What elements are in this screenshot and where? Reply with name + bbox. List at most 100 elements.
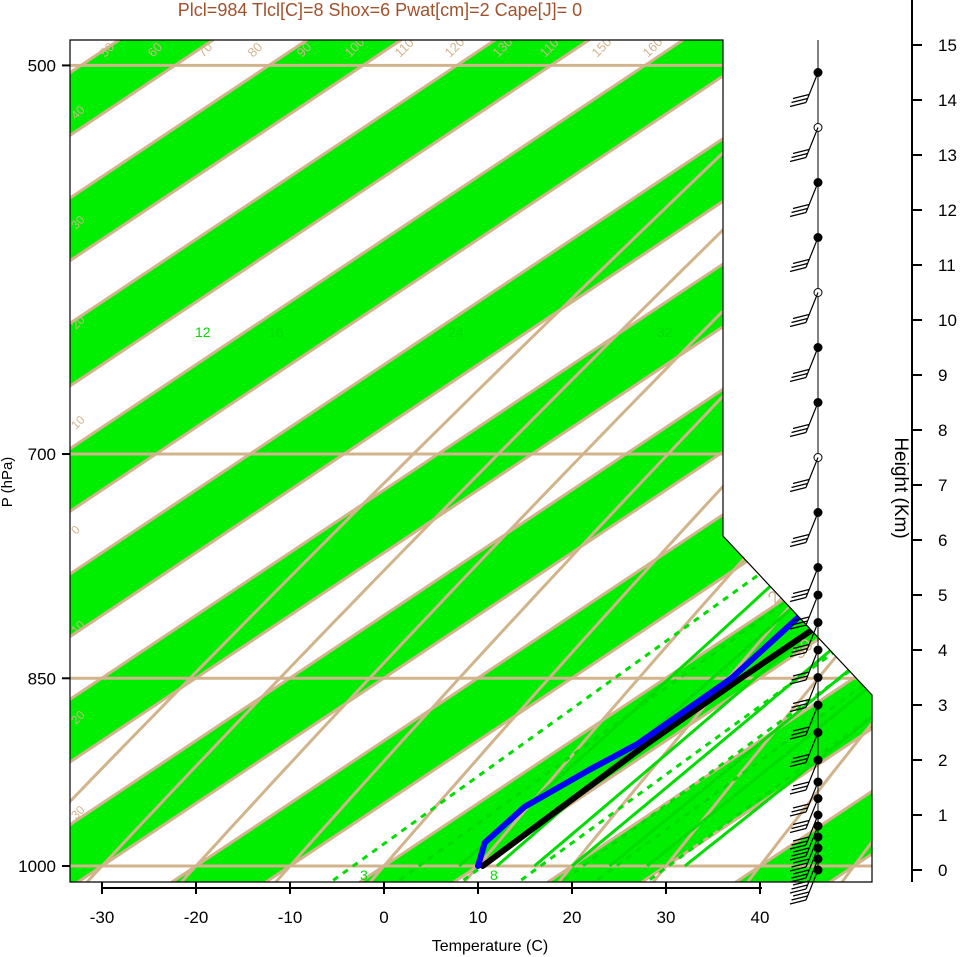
wind-barb-feather [792, 643, 810, 650]
dewpoint-line [475, 40, 872, 869]
wind-barb-feather [789, 827, 807, 834]
moist-adiabats [458, 40, 872, 868]
wind-barb-feather [792, 533, 810, 540]
wind-barb-staff [805, 858, 819, 890]
height-tick-label: 6 [938, 531, 947, 550]
wind-barb-feather [792, 203, 810, 210]
wind-barb-staff [805, 402, 819, 433]
isotherm-band [70, 40, 872, 882]
wind-barb-staff [805, 292, 819, 323]
wind-barb-feather [791, 207, 808, 214]
height-tick-label: 7 [938, 476, 947, 495]
temperature-tick-label: 20 [563, 908, 582, 927]
wind-barb-feather [791, 427, 808, 434]
wind-barb-feather [789, 679, 807, 685]
moist-adiabat [646, 40, 872, 868]
x-axis-label: Temperature (C) [432, 938, 548, 955]
wind-barb-feather [791, 840, 808, 846]
wind-barb-staff [805, 512, 819, 543]
moist-adiabat [495, 40, 872, 868]
wind-barb-staff [805, 72, 819, 103]
temperature-tick-label: 30 [657, 908, 676, 927]
wind-barb-staff [805, 732, 819, 763]
temperature-tick-label: -10 [278, 908, 303, 927]
height-tick-label: 13 [938, 146, 957, 165]
wind-barb-feather [789, 211, 807, 218]
temperature-axis: -30 -20 -10 0 10 20 30 40 [90, 882, 769, 927]
wind-barb-staff [805, 847, 819, 879]
wind-barb-staff [805, 677, 819, 708]
wind-barb-feather [792, 313, 810, 320]
wind-barb-feather [791, 807, 808, 813]
dry-adiabat [908, 0, 961, 922]
wind-barb-feather [791, 862, 808, 868]
adiabat-label: 120 [442, 34, 468, 60]
wind-barb-feather [791, 730, 808, 736]
wind-barb-feather [789, 486, 807, 493]
wind-barb-feather [792, 753, 810, 760]
wind-barb-feather [789, 899, 807, 905]
mixing-ratio-label: 32 [657, 324, 673, 340]
wind-barb-feather [789, 101, 807, 108]
wind-barb-feather [791, 317, 808, 324]
moist-adiabat [533, 40, 872, 868]
dry-adiabat [70, 40, 872, 882]
wind-barb-feather [792, 891, 810, 897]
wind-barb-staff [805, 622, 819, 653]
pressure-axis: 1001502002503004005007008501000 [18, 56, 70, 876]
mixing-ratio-label: 12 [195, 324, 211, 340]
wind-barb-staff [805, 567, 819, 598]
wind-barb-feather [792, 93, 810, 100]
wind-barb-staff [805, 759, 819, 791]
height-tick-label: 3 [938, 696, 947, 715]
dry-adiabat [810, 40, 872, 882]
wind-barb-feather [791, 592, 808, 599]
wind-barb-feather [791, 262, 808, 269]
plot-border [69, 39, 873, 883]
isotherm-line [70, 40, 872, 882]
isotherm-label: 20 [724, 225, 752, 253]
wind-barb-staff [805, 127, 819, 158]
wind-barb-feather [789, 706, 807, 713]
y-axis-label: P (hPa) [0, 457, 16, 508]
adiabat-label: 110 [392, 35, 417, 60]
wind-barb-feather [789, 811, 807, 817]
isotherm-label: 10 [739, 527, 767, 555]
wind-barb-feather [792, 819, 810, 826]
wind-barb-feather [792, 258, 810, 265]
height-tick-label: 10 [938, 311, 957, 330]
pressure-tick-label: 700 [28, 445, 56, 464]
dry-adiabat [525, 40, 872, 882]
isotherm-band [70, 40, 872, 882]
chart-title: Plcl=984 Tlcl[C]=8 Shox=6 Pwat[cm]=2 Cap… [178, 0, 582, 20]
wind-barb-feather [791, 97, 808, 104]
height-tick-label: 12 [938, 201, 957, 220]
wind-barb-staff [805, 869, 819, 901]
wind-barb-feather [792, 781, 810, 787]
mixing-ratio-label: 8 [490, 867, 498, 883]
wind-barb-feather [789, 877, 807, 883]
isotherm-line [70, 40, 872, 882]
height-tick-label: 2 [938, 751, 947, 770]
wind-barb-feather [789, 541, 807, 548]
dry-adiabat [429, 40, 872, 882]
wind-barb-feather [791, 702, 808, 709]
pressure-tick-label: 850 [28, 669, 56, 688]
wind-barb-feather [789, 624, 807, 630]
isotherm-line [70, 40, 872, 882]
wind-barb-feather [791, 537, 808, 544]
moist-adiabat [458, 40, 872, 868]
isotherm-line [70, 40, 872, 882]
wind-barb-feather [792, 726, 810, 732]
wind-barb-feather [791, 873, 808, 879]
wind-barb-feather [791, 647, 808, 654]
wind-barb-feather [789, 761, 807, 768]
isotherm-line [70, 40, 872, 882]
height-tick-label: 4 [938, 641, 947, 660]
adiabat-label: 60 [145, 39, 166, 60]
wind-barb-staff [805, 814, 819, 846]
wind-barb-feather [792, 803, 810, 809]
mixing-ratio-label: 16 [268, 324, 284, 340]
height-tick-label: 9 [938, 366, 947, 385]
wind-barb-feather [791, 152, 808, 159]
